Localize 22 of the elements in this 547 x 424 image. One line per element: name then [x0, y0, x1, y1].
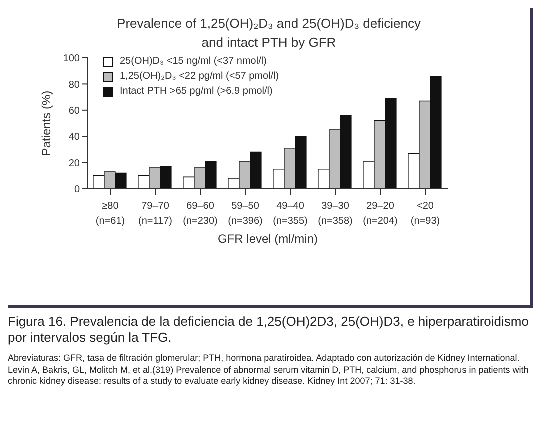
legend-label: 25(OH)D₃ <15 ng/ml (<37 nmol/l): [120, 56, 267, 67]
y-axis-title: Patients (%): [39, 90, 54, 156]
x-tick-label: 69–60 (n=230): [183, 201, 218, 227]
y-tick-label: 40: [68, 132, 80, 144]
y-tick-label: 80: [68, 80, 80, 91]
x-tick-label: 59–50 (n=396): [228, 201, 263, 227]
y-tick-label: 0: [74, 184, 80, 196]
x-tick-label: 29–20 (n=204): [363, 201, 398, 227]
x-tick-label: 79–70 (n=117): [138, 201, 173, 227]
x-tick-label: 39–30 (n=358): [318, 201, 353, 227]
chart-title: Prevalence of 1,25(OH)₂D₃ and 25(OH)D₃ deficiency and intact PTH by GFR: [116, 15, 422, 52]
y-tick-label: 20: [68, 158, 80, 170]
legend-label: Intact PTH >65 pg/ml (>6.9 pmol/l): [120, 86, 273, 97]
x-tick-label: ≥80 (n=61): [96, 201, 126, 227]
x-axis-title: GFR level (ml/min): [218, 232, 318, 246]
x-tick-label: 49–40 (n=355): [273, 201, 308, 227]
text: Abreviaturas: GFR, tasa de filtración glomerular; PTH, hormona paratiroidea. Adaptado con autorización de Kidney International. Levin A, Bakris, GL, Molitch M, et al.(319) Prevalence of abnormal serum vitamin D, PTH, calcium, and phosphorus in patients with chronic kidney disease: results of a study to evaluate early kidney disease. Kidney Int 2007; 71: 31-38.: [8, 353, 530, 388]
y-tick-label: 100: [63, 54, 80, 65]
y-tick-label: 60: [68, 106, 80, 117]
legend-label: 1,25(OH)₂D₃ <22 pg/ml (<57 pmol/l): [120, 71, 280, 82]
x-tick-label: <20 (n=93): [410, 201, 440, 227]
text: Figura 16. Prevalencia de la deficiencia de 1,25(OH)2D3, 25(OH)D3, e hiperparatiroidismo por intervalos según la TFG.: [8, 314, 530, 346]
